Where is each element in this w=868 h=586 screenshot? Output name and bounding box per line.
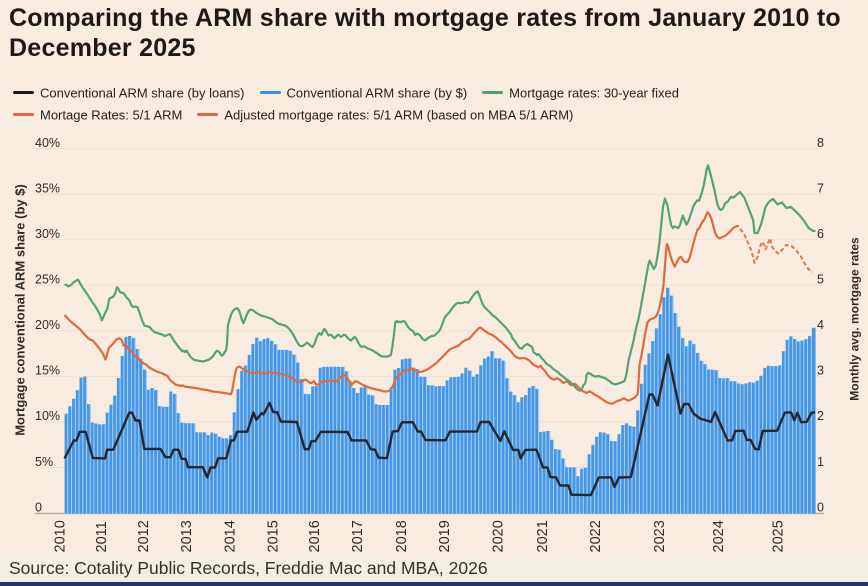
- svg-text:2017: 2017: [350, 520, 366, 552]
- svg-text:2013: 2013: [179, 520, 195, 552]
- svg-text:2022: 2022: [588, 520, 604, 552]
- svg-text:6: 6: [817, 227, 824, 241]
- svg-text:2016: 2016: [307, 520, 323, 552]
- svg-text:2012: 2012: [136, 520, 152, 552]
- svg-text:8: 8: [817, 136, 824, 150]
- svg-text:40%: 40%: [35, 136, 60, 150]
- svg-text:2010: 2010: [53, 520, 69, 552]
- svg-text:2021: 2021: [535, 520, 551, 552]
- svg-text:1: 1: [817, 455, 824, 469]
- svg-text:2011: 2011: [94, 521, 110, 552]
- svg-text:15%: 15%: [35, 364, 60, 378]
- svg-text:30%: 30%: [35, 227, 60, 241]
- svg-text:35%: 35%: [35, 182, 60, 196]
- svg-text:4: 4: [817, 318, 824, 332]
- svg-text:2014: 2014: [222, 520, 238, 552]
- svg-text:2023: 2023: [652, 520, 668, 552]
- svg-text:2015: 2015: [265, 520, 281, 552]
- svg-text:Mortgage conventional ARM shar: Mortgage conventional ARM share (by $): [13, 184, 28, 436]
- svg-text:2024: 2024: [711, 520, 727, 552]
- svg-text:7: 7: [817, 182, 824, 196]
- svg-text:0: 0: [817, 500, 824, 514]
- svg-text:10%: 10%: [35, 409, 60, 423]
- svg-text:0: 0: [35, 500, 42, 514]
- svg-text:5%: 5%: [35, 455, 53, 469]
- svg-text:Monthly avg. mortgage rates: Monthly avg. mortgage rates: [848, 237, 862, 401]
- svg-text:2018: 2018: [394, 520, 410, 552]
- svg-text:20%: 20%: [35, 318, 60, 332]
- svg-text:2020: 2020: [490, 520, 506, 552]
- svg-text:3: 3: [817, 364, 824, 378]
- svg-text:2019: 2019: [437, 520, 453, 552]
- svg-text:5: 5: [817, 273, 824, 287]
- svg-text:2: 2: [817, 409, 824, 423]
- svg-text:2025: 2025: [770, 520, 786, 552]
- svg-text:25%: 25%: [35, 273, 60, 287]
